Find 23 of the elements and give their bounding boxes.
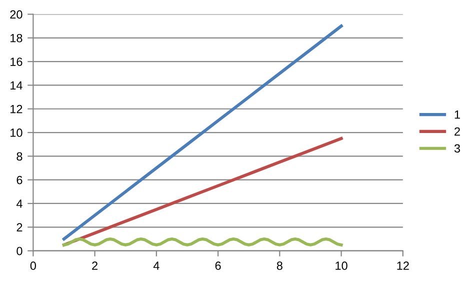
y-tick-label: 2 bbox=[16, 223, 22, 232]
line-series bbox=[62, 136, 343, 246]
x-tick-label: 0 bbox=[30, 262, 36, 270]
line-series bbox=[62, 24, 343, 241]
y-tick-label: 14 bbox=[10, 81, 22, 90]
x-tick-label: 8 bbox=[276, 262, 282, 270]
y-tick-label: 18 bbox=[10, 34, 22, 42]
y-tick-label: 16 bbox=[10, 58, 22, 66]
y-tick-label: 10 bbox=[10, 128, 22, 137]
x-tick-label: 6 bbox=[215, 262, 221, 270]
y-tick-label: 0 bbox=[16, 246, 22, 256]
y-tick-label: 12 bbox=[10, 104, 22, 114]
y-tick-label: 8 bbox=[16, 152, 22, 161]
legend-label: 3 bbox=[454, 144, 460, 153]
y-tick-label: 20 bbox=[10, 10, 22, 19]
legend-label: 2 bbox=[454, 127, 460, 136]
y-tick-label: 6 bbox=[16, 176, 22, 184]
x-tick-label: 2 bbox=[92, 262, 98, 270]
legend-label: 1 bbox=[454, 110, 460, 119]
x-tick-label: 10 bbox=[336, 262, 348, 270]
x-tick-label: 12 bbox=[397, 262, 409, 270]
y-tick-label: 4 bbox=[16, 200, 22, 208]
x-tick-label: 4 bbox=[153, 262, 160, 270]
